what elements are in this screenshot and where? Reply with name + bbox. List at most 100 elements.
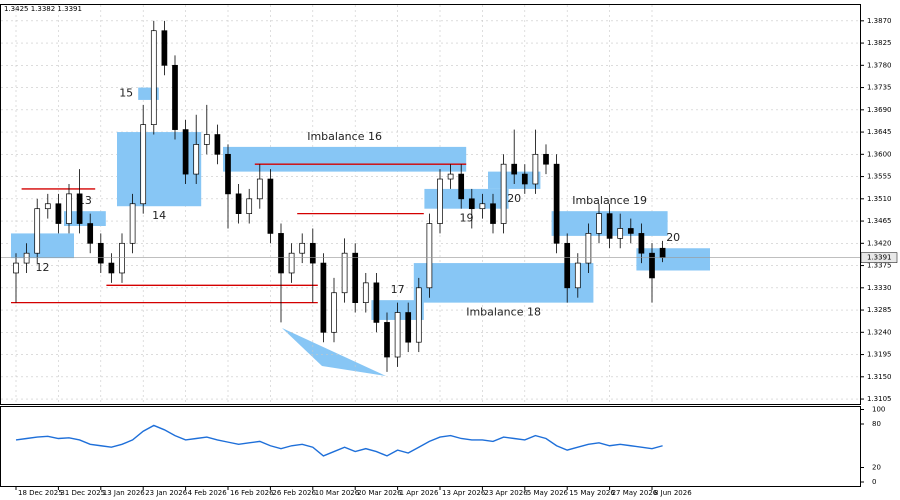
candle-body	[564, 242, 571, 289]
x-tick-label: 4 Feb 2026	[188, 489, 228, 497]
candle-body	[500, 163, 507, 224]
candle-body	[405, 312, 412, 343]
y-tick-label: 80	[872, 420, 881, 428]
y-tick-label: 1.3195	[867, 351, 892, 359]
last-price-box	[860, 252, 898, 263]
last-price-label: 1.3391	[867, 254, 892, 262]
candle-body	[437, 178, 443, 224]
candle-body	[447, 173, 454, 180]
y-tick-label: 1.3330	[867, 284, 892, 292]
candle-body	[119, 242, 125, 274]
candle-body	[267, 178, 274, 234]
x-tick-label: 15 May 2026	[569, 489, 615, 497]
candle-body	[288, 252, 295, 274]
candle-body	[34, 208, 41, 254]
y-tick-label: 0	[872, 478, 876, 486]
candle-body	[415, 287, 422, 343]
candle-body	[161, 30, 168, 66]
candle-body	[627, 228, 634, 234]
ohlc-label: 1.3425 1.3382 1.3391	[4, 5, 82, 13]
candle-body	[606, 213, 613, 239]
x-tick-label: 23 Jan 2026	[145, 489, 188, 497]
candle-body	[479, 203, 486, 210]
zone-label: 20	[507, 192, 521, 205]
y-tick-label: 1.3690	[867, 106, 892, 114]
candle-body	[331, 292, 337, 333]
candle-body	[44, 203, 51, 210]
x-tick-label: 26 Feb 2026	[272, 489, 316, 497]
candle-body	[532, 153, 539, 185]
candle-body	[649, 252, 655, 279]
candle-body	[511, 163, 518, 175]
candle-body	[172, 64, 178, 130]
y-tick-label: 1.3645	[867, 128, 892, 136]
candle-body	[362, 282, 369, 303]
candle-body	[521, 173, 528, 185]
candle-body	[659, 247, 666, 258]
y-tick-label: 1.3735	[867, 84, 892, 92]
candle-body	[150, 30, 157, 125]
y-tick-label: 1.3285	[867, 306, 892, 314]
candle-body	[108, 262, 115, 274]
zone-label: 19	[460, 212, 474, 225]
x-tick-label: 13 Jan 2026	[103, 489, 146, 497]
candle-body	[553, 163, 560, 244]
x-tick-label: 27 May 2026	[612, 489, 658, 497]
candle-body	[214, 134, 221, 155]
candle-body	[140, 124, 147, 205]
candle-body	[574, 262, 581, 289]
price-panel	[0, 4, 861, 405]
candle-body	[638, 233, 645, 254]
candle-body	[341, 252, 348, 294]
candle-body	[193, 144, 200, 175]
x-tick-label: 20 Mar 2026	[357, 489, 402, 497]
candle-body	[55, 203, 62, 224]
x-tick-label: 10 Mar 2026	[315, 489, 360, 497]
x-tick-label: 18 Dec 2025	[18, 489, 63, 497]
x-tick-label: 5 May 2026	[527, 489, 569, 497]
candle-body	[543, 153, 549, 165]
candle-body	[426, 223, 433, 289]
candle-body	[97, 242, 104, 264]
candle-body	[225, 153, 231, 195]
y-tick-label: 1.3150	[867, 373, 892, 381]
candle-body	[394, 312, 401, 358]
oscillator-line	[15, 424, 663, 457]
x-tick-label: 1 Apr 2026	[400, 489, 439, 497]
candle-body	[585, 233, 592, 264]
candle-body	[309, 242, 316, 264]
y-tick-label: 1.3825	[867, 39, 892, 47]
x-tick-label: 23 Apr 2026	[484, 489, 528, 497]
candle-body	[129, 203, 136, 244]
candle-body	[458, 173, 465, 200]
y-tick-label: 1.3375	[867, 262, 892, 270]
zone-label: Imbalance 19	[572, 194, 647, 207]
candle-body	[13, 262, 19, 274]
y-tick-label: 1.3240	[867, 328, 892, 336]
y-tick-label: 1.3600	[867, 150, 892, 158]
zone-label: 12	[36, 261, 50, 274]
candle-body	[596, 213, 602, 234]
imbalance-zone	[223, 146, 467, 172]
candle-body	[384, 322, 390, 358]
y-tick-label: 1.3510	[867, 195, 892, 203]
candle-body	[203, 134, 210, 145]
candle-body	[87, 223, 94, 244]
imbalance-zone	[636, 248, 710, 271]
candle-body	[320, 262, 327, 333]
imbalance-zone	[11, 233, 74, 259]
y-tick-label: 1.3555	[867, 173, 892, 181]
candle-body	[246, 198, 253, 214]
x-tick-label: 16 Feb 2026	[230, 489, 274, 497]
candle-body	[299, 242, 306, 254]
zone-label: 20	[666, 231, 680, 244]
zone-label: Imbalance 18	[466, 306, 541, 319]
y-tick-label: 1.3420	[867, 239, 892, 247]
candle-body	[23, 252, 30, 264]
y-tick-label: 1.3870	[867, 17, 892, 25]
imbalance-zone	[64, 211, 106, 227]
x-tick-label: 13 Apr 2026	[442, 489, 486, 497]
imbalance-zone	[413, 263, 594, 303]
candle-body	[373, 282, 380, 323]
